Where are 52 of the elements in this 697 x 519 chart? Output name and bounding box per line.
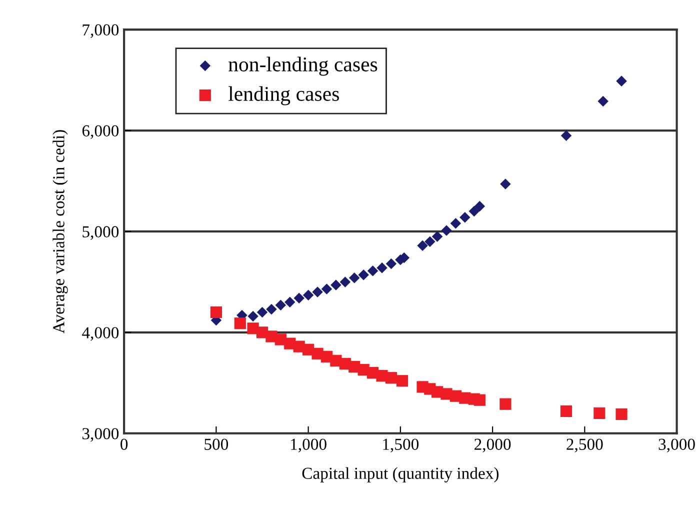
x-tick-label: 3,000 <box>658 438 695 452</box>
point <box>594 407 606 419</box>
point <box>284 296 296 308</box>
x-tick-label: 1,500 <box>383 438 419 452</box>
y-tick-label: 5,000 <box>82 226 119 240</box>
x-tick-label: 2,500 <box>566 438 603 452</box>
point <box>432 231 443 242</box>
x-tick-label: 500 <box>204 438 228 450</box>
point <box>367 265 378 276</box>
point <box>266 304 277 315</box>
point <box>210 306 222 318</box>
point <box>460 212 470 223</box>
point <box>474 200 486 212</box>
point <box>424 236 436 247</box>
x-tick-label: 2,000 <box>474 438 511 452</box>
x-axis-title: Capital input (quantity index) <box>302 467 499 482</box>
point <box>616 76 627 86</box>
point <box>500 178 511 190</box>
point <box>321 284 332 294</box>
point <box>468 206 480 217</box>
point <box>376 262 388 274</box>
point <box>500 398 512 410</box>
point <box>302 290 314 300</box>
point <box>275 300 286 311</box>
x-tick-label: 1,000 <box>291 438 326 452</box>
point <box>598 96 608 107</box>
point <box>417 240 428 251</box>
point <box>248 310 258 322</box>
y-axis-title: Average variable cost (in cedi) <box>52 130 68 334</box>
point <box>234 318 246 330</box>
point <box>396 375 408 387</box>
y-tick-label: 7,000 <box>82 24 119 38</box>
point <box>450 218 462 229</box>
point <box>560 130 572 141</box>
x-tick-label: 0 <box>120 438 128 450</box>
point <box>358 270 369 280</box>
y-tick-label: 4,000 <box>82 327 119 341</box>
point <box>294 292 304 304</box>
point <box>330 280 342 290</box>
point <box>256 306 268 318</box>
legend-label: non-lending cases <box>228 56 378 76</box>
point <box>474 394 486 406</box>
point <box>560 405 572 417</box>
point <box>385 372 398 384</box>
point <box>616 408 628 420</box>
point <box>312 286 323 298</box>
point <box>441 225 452 236</box>
y-tick-label: 6,000 <box>82 125 119 139</box>
legend-label: lending cases <box>228 86 339 106</box>
point <box>340 276 351 288</box>
point <box>386 258 397 270</box>
point <box>348 272 360 284</box>
